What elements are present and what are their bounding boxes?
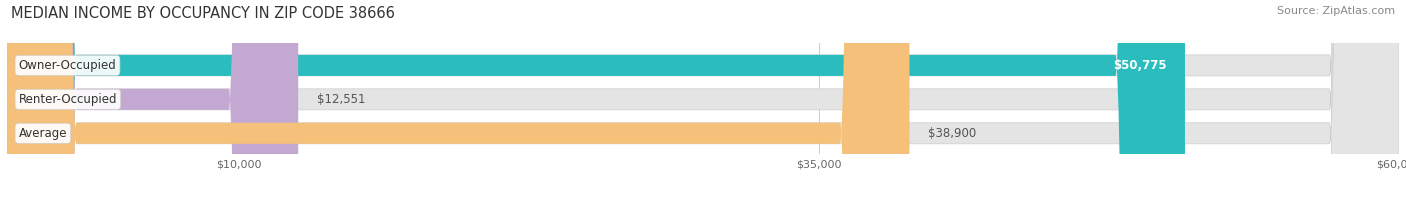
Text: MEDIAN INCOME BY OCCUPANCY IN ZIP CODE 38666: MEDIAN INCOME BY OCCUPANCY IN ZIP CODE 3… xyxy=(11,6,395,21)
FancyBboxPatch shape xyxy=(7,0,1399,197)
FancyBboxPatch shape xyxy=(7,0,1399,197)
Text: $38,900: $38,900 xyxy=(928,127,976,140)
FancyBboxPatch shape xyxy=(7,0,1185,197)
FancyBboxPatch shape xyxy=(7,0,1399,197)
Text: $50,775: $50,775 xyxy=(1112,59,1167,72)
FancyBboxPatch shape xyxy=(7,0,298,197)
Text: Source: ZipAtlas.com: Source: ZipAtlas.com xyxy=(1277,6,1395,16)
Text: Owner-Occupied: Owner-Occupied xyxy=(18,59,117,72)
FancyBboxPatch shape xyxy=(7,0,910,197)
Text: Renter-Occupied: Renter-Occupied xyxy=(18,93,117,106)
Text: Average: Average xyxy=(18,127,67,140)
Text: $12,551: $12,551 xyxy=(316,93,366,106)
